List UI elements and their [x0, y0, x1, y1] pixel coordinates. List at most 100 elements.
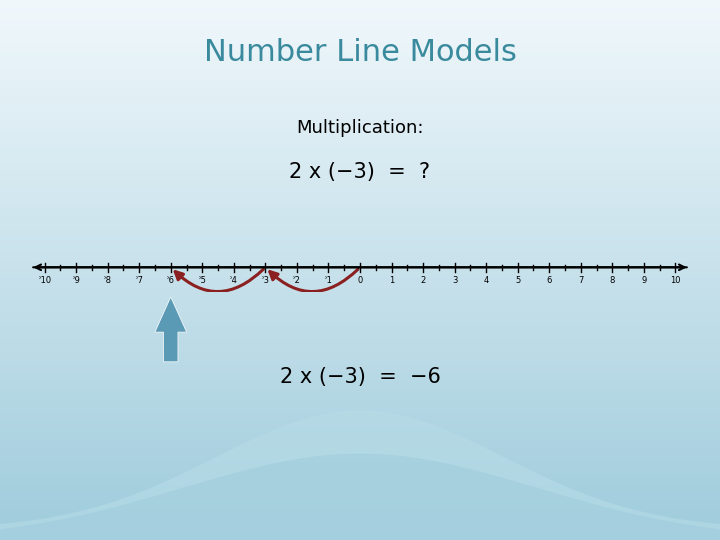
Text: ʾ5: ʾ5 [198, 276, 206, 285]
Bar [0, 97, 720, 100]
Bar [0, 367, 720, 370]
Bar [0, 122, 720, 124]
Bar [0, 373, 720, 375]
Bar [0, 459, 720, 462]
Bar [0, 289, 720, 292]
Bar [0, 81, 720, 84]
Bar [0, 437, 720, 440]
Bar [0, 221, 720, 224]
Bar [0, 70, 720, 73]
Bar [0, 22, 720, 24]
Bar [0, 383, 720, 386]
Bar [0, 327, 720, 329]
Bar [0, 73, 720, 76]
Bar [0, 343, 720, 346]
Bar [0, 146, 720, 148]
Bar [0, 402, 720, 405]
Bar [0, 524, 720, 526]
Bar [0, 284, 720, 286]
Bar [0, 378, 720, 381]
Bar [0, 432, 720, 435]
Bar [0, 421, 720, 424]
Bar [0, 57, 720, 59]
Bar [0, 208, 720, 211]
Bar [0, 159, 720, 162]
Bar [0, 108, 720, 111]
Bar [0, 489, 720, 491]
Text: Multiplication:: Multiplication: [296, 119, 424, 137]
Bar [0, 205, 720, 208]
Bar [0, 375, 720, 378]
Bar [0, 394, 720, 397]
Bar [0, 348, 720, 351]
Bar [0, 240, 720, 243]
Bar [0, 405, 720, 408]
Bar [0, 310, 720, 313]
Bar [0, 170, 720, 173]
Bar [0, 130, 720, 132]
Bar [0, 62, 720, 65]
Bar [0, 392, 720, 394]
Text: 7: 7 [578, 276, 583, 285]
Text: 9: 9 [642, 276, 647, 285]
Bar [0, 84, 720, 86]
Text: 5: 5 [515, 276, 521, 285]
Text: 1: 1 [389, 276, 394, 285]
Bar [0, 300, 720, 302]
Bar [0, 535, 720, 537]
Bar [0, 0, 720, 3]
Bar [0, 148, 720, 151]
Bar [0, 89, 720, 92]
Bar [0, 502, 720, 505]
Bar [0, 154, 720, 157]
Bar [0, 351, 720, 354]
Bar [0, 116, 720, 119]
Bar [0, 416, 720, 418]
Bar [0, 211, 720, 213]
Bar [0, 324, 720, 327]
Bar [0, 94, 720, 97]
Bar [0, 429, 720, 432]
Bar [0, 14, 720, 16]
Bar [0, 443, 720, 445]
Bar [0, 184, 720, 186]
Text: 2 x (−3)  =  ?: 2 x (−3) = ? [289, 162, 431, 182]
Bar [0, 294, 720, 297]
Bar [0, 243, 720, 246]
Bar [0, 486, 720, 489]
Bar [0, 305, 720, 308]
Bar [0, 483, 720, 486]
Bar [0, 32, 720, 35]
Bar [0, 135, 720, 138]
Bar [0, 219, 720, 221]
Bar [0, 200, 720, 202]
Bar [0, 213, 720, 216]
Bar [0, 38, 720, 40]
Text: ʾ3: ʾ3 [261, 276, 269, 285]
Text: 3: 3 [452, 276, 457, 285]
Bar [0, 105, 720, 108]
Bar [0, 232, 720, 235]
Bar [0, 505, 720, 508]
FancyArrowPatch shape [270, 269, 358, 292]
Bar [0, 397, 720, 400]
Bar [0, 497, 720, 500]
Bar [0, 59, 720, 62]
Bar [0, 227, 720, 229]
Bar [0, 270, 720, 273]
Bar [0, 24, 720, 27]
Text: 0: 0 [357, 276, 363, 285]
Bar [0, 68, 720, 70]
Bar [0, 235, 720, 238]
Bar [0, 111, 720, 113]
Bar [0, 124, 720, 127]
Bar [0, 335, 720, 338]
Bar [0, 11, 720, 14]
Bar [0, 472, 720, 475]
Bar [0, 491, 720, 494]
Bar [0, 202, 720, 205]
Bar [0, 518, 720, 521]
Bar [0, 256, 720, 259]
Text: 2: 2 [420, 276, 426, 285]
Bar [0, 157, 720, 159]
